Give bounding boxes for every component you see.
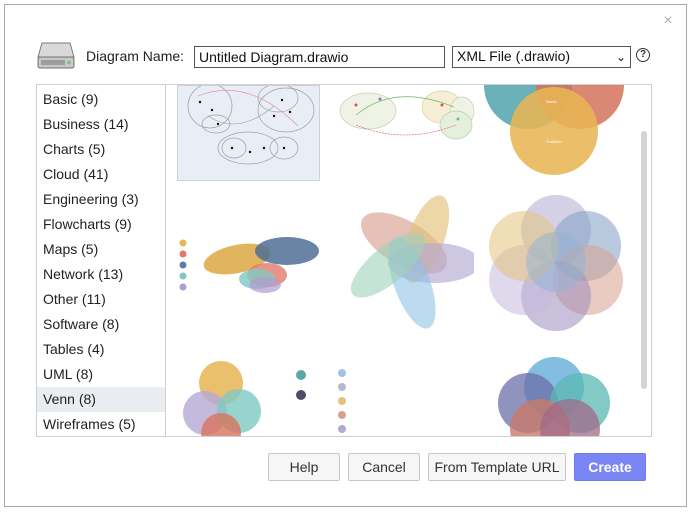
- template-preview: [489, 195, 623, 331]
- gallery-scrollbar[interactable]: [641, 131, 647, 389]
- template-thumbnail[interactable]: [334, 361, 474, 436]
- template-thumbnail[interactable]: [177, 85, 320, 181]
- file-format-select[interactable]: XML File (.drawio) ⌄: [452, 46, 631, 68]
- category-sidebar: Basic (9) Business (14) Charts (5) Cloud…: [37, 85, 166, 436]
- sidebar-item-wireframes[interactable]: Wireframes (5): [43, 416, 136, 432]
- template-preview: Name Tradition: [484, 85, 624, 175]
- create-button[interactable]: Create: [574, 453, 646, 481]
- template-preview: [338, 369, 346, 433]
- svg-text:Tradition: Tradition: [546, 139, 561, 144]
- template-thumbnail[interactable]: Name Tradition: [484, 85, 628, 181]
- sidebar-item-venn[interactable]: Venn (8): [37, 387, 165, 412]
- from-template-url-button[interactable]: From Template URL: [428, 453, 566, 481]
- file-format-value: XML File (.drawio): [457, 48, 571, 64]
- template-thumbnail[interactable]: [484, 190, 628, 335]
- sidebar-item-software[interactable]: Software (8): [43, 316, 120, 332]
- template-gallery: Name Tradition: [166, 85, 651, 436]
- template-panel: Basic (9) Business (14) Charts (5) Cloud…: [36, 84, 652, 437]
- template-preview: [350, 195, 480, 329]
- sidebar-item-network[interactable]: Network (13): [43, 266, 124, 282]
- sidebar-item-engineering[interactable]: Engineering (3): [43, 191, 139, 207]
- template-thumbnail[interactable]: [177, 231, 320, 301]
- sidebar-item-business[interactable]: Business (14): [43, 116, 129, 132]
- template-preview: [498, 357, 610, 436]
- template-preview: [339, 90, 475, 140]
- help-icon[interactable]: ?: [636, 48, 650, 62]
- template-preview: [183, 361, 306, 436]
- hard-drive-icon: [37, 42, 75, 69]
- sidebar-item-flowcharts[interactable]: Flowcharts (9): [43, 216, 132, 232]
- sidebar-item-maps[interactable]: Maps (5): [43, 241, 99, 257]
- help-button[interactable]: Help: [268, 453, 340, 481]
- sidebar-item-tables[interactable]: Tables (4): [43, 341, 105, 357]
- sidebar-item-other[interactable]: Other (11): [43, 291, 106, 307]
- sidebar-item-uml[interactable]: UML (8): [43, 366, 94, 382]
- template-thumbnail[interactable]: [177, 361, 320, 436]
- sidebar-item-cloud[interactable]: Cloud (41): [43, 166, 109, 182]
- template-preview: [179, 237, 319, 293]
- sidebar-item-basic[interactable]: Basic (9): [43, 91, 99, 107]
- sidebar-item-charts[interactable]: Charts (5): [43, 141, 106, 157]
- close-icon[interactable]: ×: [663, 12, 673, 29]
- template-thumbnail[interactable]: [334, 85, 475, 145]
- template-thumbnail[interactable]: [484, 357, 628, 436]
- template-thumbnail[interactable]: [334, 195, 480, 330]
- template-preview: [187, 85, 315, 165]
- chevron-down-icon: ⌄: [615, 50, 626, 64]
- cancel-button[interactable]: Cancel: [348, 453, 420, 481]
- diagram-name-label: Diagram Name:: [86, 48, 185, 64]
- svg-text:Name: Name: [546, 99, 557, 104]
- diagram-name-input[interactable]: [194, 46, 445, 68]
